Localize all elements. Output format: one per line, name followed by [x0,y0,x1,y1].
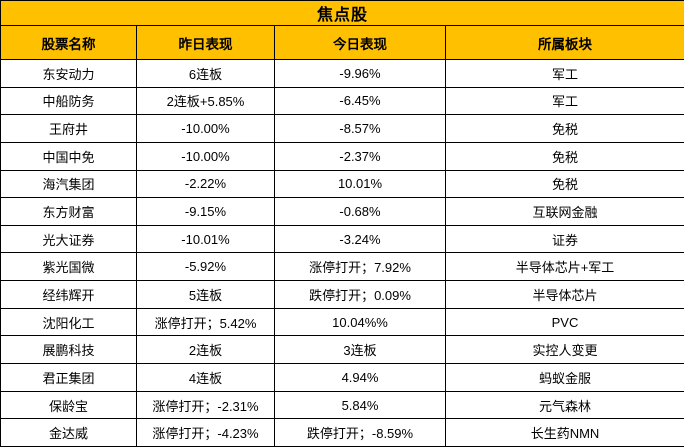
cell-sector: 半导体芯片 [444,280,684,309]
cell-yesterday-performance: -5.92% [136,252,275,282]
cell-sector: 长生药NMN [444,418,684,447]
cell-sector: 免税 [444,169,684,199]
cell-yesterday-performance: -10.00% [136,141,275,171]
cell-yesterday-performance: -10.01% [136,224,275,254]
cell-stock-name: 中船防务 [0,86,137,116]
cell-sector: 免税 [444,114,684,143]
cell-yesterday-performance: 6连板 [136,59,275,88]
cell-yesterday-performance: 5连板 [136,280,275,309]
cell-today-performance: -3.24% [274,224,446,254]
cell-yesterday-performance: 2连板 [136,335,275,365]
cell-stock-name: 紫光国微 [0,252,137,282]
cell-yesterday-performance: -2.22% [136,169,275,199]
cell-today-performance: 5.84% [274,390,446,420]
cell-sector: 军工 [444,86,684,116]
cell-today-performance: -0.68% [274,197,446,226]
cell-yesterday-performance: 涨停打开；5.42% [136,307,275,337]
table-row: 王府井 -10.00% -8.57% 免税 [0,114,684,143]
column-header-sector: 所属板块 [444,25,684,60]
cell-sector: 半导体芯片+军工 [444,252,684,282]
cell-sector: 证券 [444,224,684,254]
column-header-yesterday-performance: 昨日表现 [136,25,275,60]
cell-sector: 互联网金融 [444,197,684,226]
cell-today-performance: -8.57% [274,114,446,143]
cell-today-performance: 4.94% [274,363,446,392]
cell-today-performance: 涨停打开；7.92% [274,252,446,282]
table-row: 光大证券 -10.01% -3.24% 证券 [0,224,684,254]
column-header-stock-name: 股票名称 [0,25,137,60]
cell-today-performance: -6.45% [274,86,446,116]
cell-yesterday-performance: 涨停打开；-4.23% [136,418,275,447]
cell-stock-name: 保龄宝 [0,390,137,420]
table-row: 展鹏科技 2连板 3连板 实控人变更 [0,335,684,365]
cell-stock-name: 展鹏科技 [0,335,137,365]
table-row: 君正集团 4连板 4.94% 蚂蚁金服 [0,363,684,392]
cell-stock-name: 金达威 [0,418,137,447]
cell-stock-name: 君正集团 [0,363,137,392]
cell-yesterday-performance: 涨停打开；-2.31% [136,390,275,420]
cell-sector: PVC [444,307,684,337]
cell-sector: 蚂蚁金服 [444,363,684,392]
title-row: 焦点股 [0,0,684,26]
cell-today-performance: 跌停打开；0.09% [274,280,446,309]
cell-stock-name: 东安动力 [0,59,137,88]
cell-stock-name: 王府井 [0,114,137,143]
table-row: 东安动力 6连板 -9.96% 军工 [0,59,684,88]
cell-today-performance: -2.37% [274,141,446,171]
cell-today-performance: 3连板 [274,335,446,365]
cell-sector: 元气森林 [444,390,684,420]
column-header-today-performance: 今日表现 [274,25,446,60]
cell-yesterday-performance: -10.00% [136,114,275,143]
cell-today-performance: 10.04%% [274,307,446,337]
cell-stock-name: 光大证券 [0,224,137,254]
header-row: 股票名称 昨日表现 今日表现 所属板块 [0,25,684,60]
table-row: 金达威 涨停打开；-4.23% 跌停打开；-8.59% 长生药NMN [0,418,684,447]
table-row: 紫光国微 -5.92% 涨停打开；7.92% 半导体芯片+军工 [0,252,684,282]
table-row: 海汽集团 -2.22% 10.01% 免税 [0,169,684,199]
table-row: 东方财富 -9.15% -0.68% 互联网金融 [0,197,684,226]
cell-yesterday-performance: -9.15% [136,197,275,226]
cell-sector: 军工 [444,59,684,88]
table-row: 中船防务 2连板+5.85% -6.45% 军工 [0,86,684,116]
table-title: 焦点股 [0,0,684,26]
table-row: 经纬辉开 5连板 跌停打开；0.09% 半导体芯片 [0,280,684,309]
table-row: 沈阳化工 涨停打开；5.42% 10.04%% PVC [0,307,684,337]
cell-yesterday-performance: 2连板+5.85% [136,86,275,116]
cell-stock-name: 海汽集团 [0,169,137,199]
cell-today-performance: 跌停打开；-8.59% [274,418,446,447]
table-row: 中国中免 -10.00% -2.37% 免税 [0,141,684,171]
cell-today-performance: -9.96% [274,59,446,88]
table-row: 保龄宝 涨停打开；-2.31% 5.84% 元气森林 [0,390,684,420]
cell-sector: 免税 [444,141,684,171]
cell-yesterday-performance: 4连板 [136,363,275,392]
cell-today-performance: 10.01% [274,169,446,199]
cell-stock-name: 东方财富 [0,197,137,226]
cell-stock-name: 经纬辉开 [0,280,137,309]
cell-stock-name: 中国中免 [0,141,137,171]
cell-sector: 实控人变更 [444,335,684,365]
cell-stock-name: 沈阳化工 [0,307,137,337]
